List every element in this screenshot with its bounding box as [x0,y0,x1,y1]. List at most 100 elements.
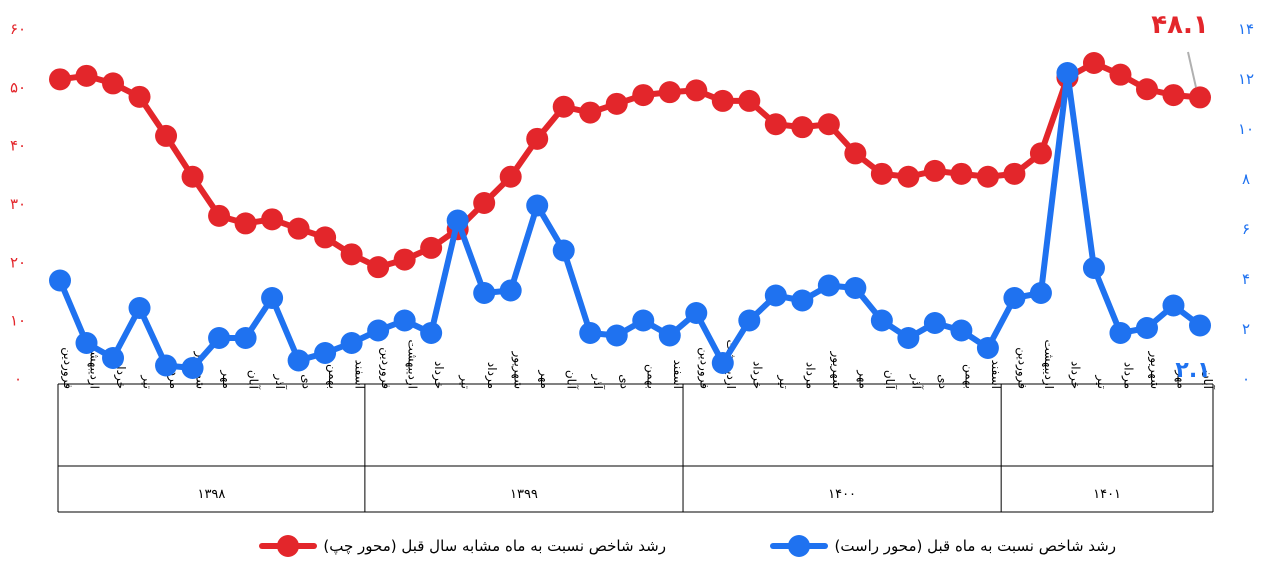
mom-point [923,312,946,334]
left-tick-label: ۱۰ [10,312,26,330]
left-tick-label: ۲۰ [10,253,26,271]
yoy-callout-line [1187,51,1197,88]
mom-point [340,332,363,354]
x-tick-label: فروردین [1014,347,1029,389]
yoy-point [181,165,204,188]
yoy-point [791,116,814,139]
mom-point [1082,257,1105,279]
mom-point [1189,314,1211,337]
x-tick-label: اردیبهشت [405,340,420,389]
yoy-point [950,162,973,185]
yoy-point [499,165,522,188]
mom-point [844,277,867,299]
x-tick-label: مرداد [484,362,499,389]
mom-point [870,309,893,332]
yoy-point [155,124,178,147]
mom-point [632,309,655,332]
yoy-point [393,248,416,271]
mom-point [102,347,125,369]
x-tick-label: دی [618,374,632,389]
x-tick-label: مهر [855,369,870,389]
x-tick-label: شهریور [829,350,844,389]
mom-point [526,194,549,217]
mom-point [314,342,337,364]
mom-point [950,319,973,342]
mom-point [764,284,787,307]
yoy-point [128,85,151,108]
right-y-axis: ۰ ۲ ۴ ۶ ۸ ۱۰ ۱۲ ۱۴ [1238,20,1254,388]
mom-point [685,302,708,324]
left-tick-label: ۴۰ [10,137,26,155]
x-tick-label: آبان [565,370,580,390]
mom-point [446,209,469,232]
x-tick-label: مهر [219,369,234,389]
yoy-point [844,142,867,165]
group-label: ۱۴۰۱ [1093,487,1121,502]
yoy-point [314,226,337,249]
x-tick-label: بهمن [325,364,340,389]
x-tick-label: بهمن [961,364,976,389]
x-tick-label: تیر [458,374,473,389]
mom-point [473,282,496,304]
yoy-point [764,113,787,136]
x-axis: فروردین اردیبهشت خرداد تیر مرداد شهریور مهر آبا… [57,340,1216,513]
yoy-point [1135,78,1158,101]
yoy-point [340,243,363,266]
mom-point [791,289,814,312]
legend-swatch-blue [770,534,829,558]
group-label: ۱۴۰۰ [828,487,856,502]
yoy-point [1109,63,1132,86]
group-label: ۱۳۹۸ [197,487,225,502]
x-tick-label: مهر [1173,369,1188,389]
mom-point [738,309,761,332]
yoy-point [1082,52,1105,74]
yoy-point [1029,142,1052,165]
x-tick-label: اسفند [353,360,367,389]
x-tick-label: تیر [140,374,155,389]
yoy-point [208,204,231,227]
mom-point [552,239,575,262]
yoy-point [658,81,681,104]
x-tick-label: آذر [272,374,288,390]
x-tick-label: شهریور [1147,350,1162,389]
group-label: ۱۳۹۹ [510,487,538,502]
x-tick-label: مرداد [802,362,817,389]
yoy-point [923,159,946,182]
mom-point [1135,317,1158,339]
legend: رشد شاخص نسبت به ماه قبل (محور راست) رشد… [0,530,1266,562]
legend-label-mom: رشد شاخص نسبت به ماه قبل (محور راست) [834,537,1116,555]
mom-point [287,349,310,372]
left-tick-label: ۰ [14,370,22,388]
mom-point [261,287,284,309]
right-tick-label: ۱۴ [1238,20,1254,38]
left-tick-label: ۶۰ [10,20,26,38]
yoy-point [287,217,310,240]
right-tick-label: ۴ [1242,270,1250,288]
x-tick-label: اسفند [989,360,1003,389]
yoy-point [1162,84,1185,107]
series-yoy-growth [49,52,1211,279]
yoy-point [420,236,443,259]
mom-point [658,324,681,347]
yoy-point [473,192,496,214]
yoy-point [685,79,708,102]
mom-point [817,274,840,297]
mom-point [75,332,98,354]
yoy-point [234,212,257,235]
yoy-point [870,162,893,185]
x-tick-label: دی [300,374,314,389]
yoy-point [711,89,734,112]
yoy-last-value-label: ۴۸.۱ [1151,10,1208,40]
yoy-point [367,256,390,279]
mom-point [155,354,178,377]
x-tick-label: آبان [1201,370,1216,390]
yoy-point [75,64,98,87]
yoy-point [632,84,655,107]
yoy-point [738,89,761,112]
x-tick-label: مرداد [1120,362,1135,389]
x-tick-label: خرداد [1067,361,1082,389]
mom-point [897,327,920,349]
x-tick-label: دی [936,374,950,389]
mom-point [208,327,231,349]
x-tick-label: تیر [776,374,791,389]
